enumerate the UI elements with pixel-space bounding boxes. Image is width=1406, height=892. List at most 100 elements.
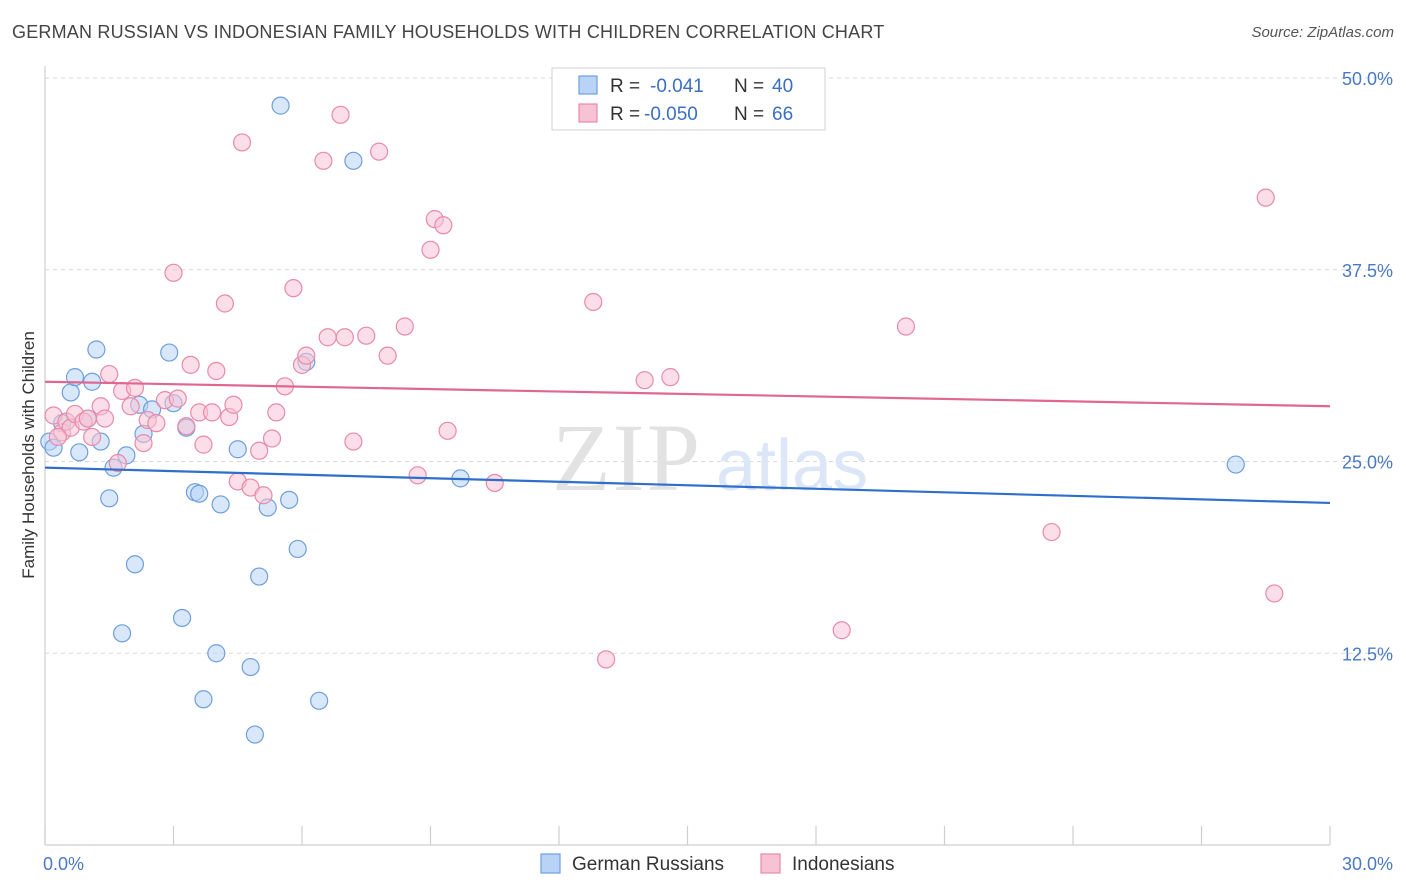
bottom-legend-label-german-russians: German Russians — [572, 854, 724, 875]
point-indonesians-42 — [318, 328, 337, 347]
point-german-russians-7 — [87, 340, 106, 359]
point-indonesians-35 — [262, 429, 282, 448]
point-indonesians-43 — [331, 105, 350, 124]
point-german-russians-9 — [100, 489, 119, 508]
legend-swatch-indonesians — [578, 103, 598, 123]
point-german-russians-23 — [194, 690, 213, 709]
watermark-atlas: atlas — [716, 426, 868, 506]
point-indonesians-60 — [832, 621, 851, 640]
point-indonesians-25 — [202, 403, 222, 422]
y-tick-label-3: 50.0% — [1342, 69, 1393, 89]
point-indonesians-49 — [395, 317, 414, 336]
point-indonesians-22 — [181, 355, 200, 374]
source-credit: Source: ZipAtlas.com — [1251, 24, 1394, 41]
point-indonesians-27 — [215, 294, 234, 313]
bottom-legend-swatch-german-russians — [540, 853, 561, 874]
point-indonesians-44 — [335, 328, 354, 347]
point-indonesians-51 — [421, 240, 440, 259]
point-indonesians-7 — [83, 427, 102, 447]
point-german-russians-36 — [344, 151, 363, 170]
point-indonesians-29 — [224, 395, 243, 414]
point-indonesians-50 — [408, 466, 427, 485]
watermark: ZIP atlas — [552, 404, 868, 511]
point-indonesians-38 — [284, 279, 303, 298]
point-indonesians-65 — [48, 427, 67, 447]
legend-n-value-2: 66 — [772, 104, 793, 125]
point-indonesians-14 — [125, 378, 145, 397]
point-indonesians-54 — [438, 421, 457, 440]
legend-r-value-1: -0.041 — [650, 76, 704, 97]
point-indonesians-47 — [370, 142, 389, 161]
point-german-russians-32 — [280, 490, 299, 509]
points-layer — [40, 96, 1284, 744]
point-indonesians-57 — [597, 650, 616, 669]
point-indonesians-45 — [344, 432, 363, 451]
point-indonesians-15 — [134, 433, 153, 453]
legend-n-label-2: N = — [734, 104, 764, 125]
point-indonesians-31 — [232, 133, 252, 152]
y-tick-label-0: 12.5% — [1342, 644, 1393, 664]
y-axis-label: Family Households with Children — [19, 331, 38, 579]
y-tick-label-2: 37.5% — [1342, 261, 1393, 281]
trend-layer — [44, 380, 1331, 505]
point-indonesians-59 — [661, 368, 680, 387]
point-indonesians-9 — [95, 409, 115, 428]
point-german-russians-2 — [61, 383, 80, 402]
point-indonesians-20 — [168, 389, 187, 408]
point-indonesians-6 — [78, 409, 97, 428]
point-german-russians-38 — [1226, 455, 1245, 474]
watermark-zip: ZIP — [552, 404, 702, 511]
point-indonesians-34 — [254, 486, 273, 505]
legend-r-label-1: R = — [610, 76, 640, 97]
bottom-legend-swatch-indonesians — [760, 853, 781, 874]
point-german-russians-13 — [125, 555, 145, 574]
point-indonesians-10 — [100, 364, 119, 384]
point-indonesians-61 — [896, 317, 916, 336]
point-indonesians-41 — [314, 151, 333, 170]
point-indonesians-24 — [194, 435, 213, 454]
point-indonesians-58 — [635, 371, 654, 390]
point-german-russians-29 — [250, 567, 269, 586]
point-indonesians-48 — [378, 346, 397, 365]
point-indonesians-19 — [164, 263, 183, 282]
point-german-russians-3 — [70, 443, 89, 462]
legend-n-value-1: 40 — [772, 76, 793, 97]
point-indonesians-26 — [207, 361, 226, 381]
point-german-russians-25 — [211, 495, 230, 514]
y-tick-label-1: 25.0% — [1342, 453, 1393, 473]
point-indonesians-40 — [297, 346, 316, 365]
bottom-legend: German Russians Indonesians — [540, 853, 894, 875]
legend-box: R = -0.041 N = 40 R = -0.050 N = 66 — [551, 67, 826, 131]
trendline-german-russians — [44, 466, 1331, 505]
trendline-indonesians — [44, 380, 1331, 408]
point-indonesians-56 — [584, 292, 603, 312]
point-german-russians-33 — [288, 539, 307, 559]
point-german-russians-24 — [207, 644, 226, 663]
point-german-russians-26 — [228, 440, 247, 459]
point-indonesians-53 — [434, 216, 453, 235]
point-german-russians-31 — [271, 96, 290, 115]
x-tick-label-0: 0.0% — [43, 854, 84, 874]
point-indonesians-62 — [1042, 522, 1061, 542]
point-indonesians-63 — [1256, 188, 1275, 207]
point-german-russians-19 — [172, 608, 192, 628]
point-indonesians-36 — [267, 403, 286, 422]
point-indonesians-17 — [147, 414, 166, 433]
point-german-russians-17 — [160, 343, 179, 362]
point-indonesians-33 — [250, 441, 269, 460]
point-german-russians-27 — [241, 657, 260, 677]
point-german-russians-11 — [112, 624, 132, 643]
point-german-russians-28 — [245, 725, 264, 744]
ticks-layer: 12.5% 25.0% 37.5% 50.0% 0.0% 30.0% — [43, 69, 1393, 874]
point-german-russians-22 — [190, 484, 209, 503]
x-tick-label-1: 30.0% — [1342, 854, 1393, 874]
legend-n-label-1: N = — [734, 76, 764, 97]
legend-r-label-2: R = — [610, 104, 640, 125]
point-german-russians-35 — [310, 691, 329, 710]
axes-layer — [44, 66, 1331, 846]
point-indonesians-21 — [177, 417, 196, 436]
chart-title: GERMAN RUSSIAN VS INDONESIAN FAMILY HOUS… — [12, 22, 885, 42]
point-indonesians-55 — [485, 473, 504, 493]
grid-layer — [45, 77, 1392, 654]
